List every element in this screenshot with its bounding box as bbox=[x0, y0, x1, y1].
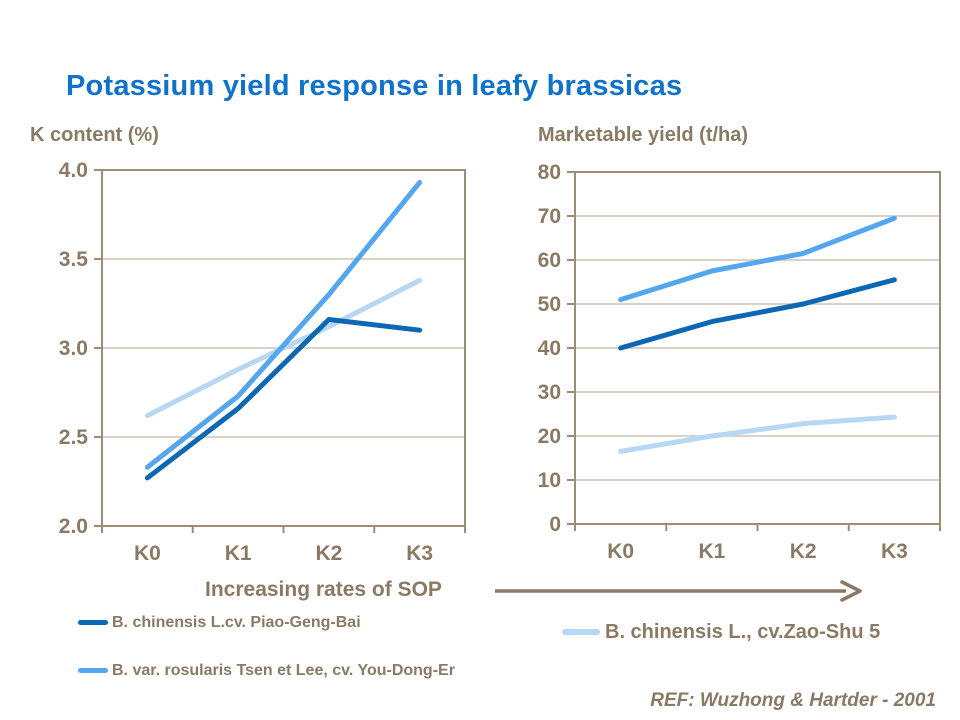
legend-line-swatch-icon bbox=[78, 620, 108, 625]
x-category-label: K1 bbox=[225, 542, 252, 565]
legend-item-you-dong-er: B. var. rosularis Tsen et Lee, cv. You-D… bbox=[78, 660, 478, 682]
x-category-label: K1 bbox=[698, 540, 725, 563]
series-line-series_medium bbox=[618, 215, 897, 303]
y-tick-label: 70 bbox=[538, 205, 561, 228]
y-tick-label: 50 bbox=[538, 293, 561, 316]
y-tick-label: 3.5 bbox=[59, 248, 89, 271]
legend-line-swatch-icon bbox=[78, 668, 108, 673]
y-tick-label: 0 bbox=[549, 513, 561, 536]
series-line-series_dark bbox=[618, 277, 897, 351]
k-content-line-chart: 4.0 3.5 3.0 2.5 2.0 K0 K1 K2 K3 bbox=[59, 159, 466, 565]
x-axis-annotation: Increasing rates of SOP bbox=[205, 578, 442, 601]
legend-item-zao-shu-5: B. chinensis L., cv.Zao-Shu 5 bbox=[562, 620, 952, 644]
series-line-series_medium bbox=[144, 179, 423, 470]
y-tick-label: 20 bbox=[538, 425, 561, 448]
y-tick-label: 80 bbox=[538, 161, 561, 184]
y-tick-label: 3.0 bbox=[59, 337, 88, 360]
legend-line-swatch-icon bbox=[562, 629, 600, 635]
right-chart-title: Marketable yield (t/ha) bbox=[538, 124, 749, 146]
y-tick-label: 2.0 bbox=[59, 515, 88, 538]
legend-label: B. var. rosularis Tsen et Lee, cv. You-D… bbox=[112, 662, 455, 679]
arrow-right-icon bbox=[495, 580, 862, 602]
x-category-label: K2 bbox=[790, 540, 817, 563]
y-tick-label: 4.0 bbox=[59, 159, 88, 182]
x-category-label: K0 bbox=[607, 540, 634, 563]
left-chart-title: K content (%) bbox=[30, 124, 159, 146]
series-line-series_light bbox=[618, 414, 897, 454]
x-category-label: K3 bbox=[881, 540, 908, 563]
y-tick-label: 40 bbox=[538, 337, 561, 360]
x-category-label: K2 bbox=[315, 542, 342, 565]
y-tick-label: 30 bbox=[538, 381, 561, 404]
y-tick-label: 60 bbox=[538, 249, 561, 272]
marketable-yield-line-chart: 80 70 60 50 40 30 20 10 0 K0 K1 K2 K3 bbox=[538, 161, 941, 563]
y-tick-label: 2.5 bbox=[59, 426, 89, 449]
page-title: Potassium yield response in leafy brassi… bbox=[66, 70, 683, 102]
y-tick-label: 10 bbox=[538, 469, 561, 492]
x-category-label: K0 bbox=[134, 542, 161, 565]
legend-label: B. chinensis L.cv. Piao-Geng-Bai bbox=[112, 614, 361, 631]
x-category-label: K3 bbox=[406, 542, 433, 565]
reference-text: REF: Wuzhong & Hartder - 2001 bbox=[650, 690, 936, 711]
series-line-series_dark bbox=[144, 317, 423, 481]
legend-item-piao-geng-bai: B. chinensis L.cv. Piao-Geng-Bai bbox=[78, 612, 478, 634]
legend-label: B. chinensis L., cv.Zao-Shu 5 bbox=[605, 621, 881, 643]
